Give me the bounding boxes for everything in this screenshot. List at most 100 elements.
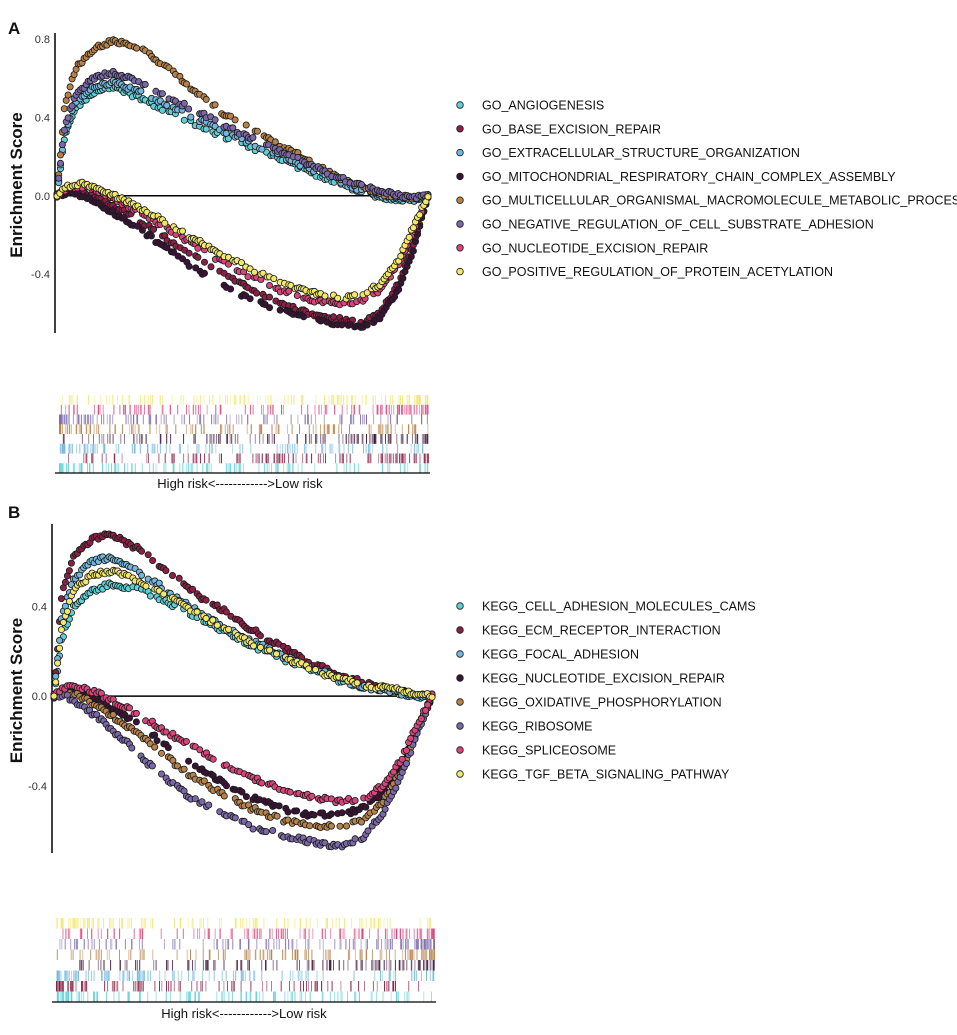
rug-tick (97, 424, 99, 435)
rug-tick (236, 918, 238, 929)
rug-tick (324, 443, 326, 454)
rug-tick (353, 414, 355, 425)
rug-tick (357, 463, 359, 474)
rug-tick (90, 424, 91, 435)
rug-tick (187, 918, 189, 929)
rug-tick (401, 939, 403, 950)
data-point (392, 784, 400, 792)
rug-tick (196, 981, 198, 992)
rug-tick (303, 981, 304, 992)
rug-tick (307, 414, 309, 425)
data-point (58, 141, 66, 149)
rug-tick (106, 949, 108, 960)
rug-tick (424, 434, 426, 444)
rug-tick (163, 939, 165, 950)
rug-tick (119, 404, 121, 415)
rug-tick (410, 443, 412, 454)
rug-tick (104, 970, 106, 981)
rug-tick (413, 443, 415, 454)
rug-tick (301, 395, 303, 405)
rug-tick (288, 939, 290, 950)
rug-tick (393, 970, 395, 981)
rug-tick (108, 949, 110, 960)
rug-tick (409, 949, 411, 960)
rug-tick (239, 463, 241, 474)
rug-tick (280, 981, 282, 992)
rug-tick (277, 424, 279, 435)
rug-tick (346, 404, 348, 415)
rug-tick (390, 991, 392, 1002)
rug-tick (324, 424, 326, 435)
data-point (311, 666, 319, 674)
rug-tick (226, 434, 228, 444)
rug-tick (370, 453, 372, 464)
rug-tick (68, 395, 70, 405)
rug-tick (72, 949, 74, 960)
rug-tick (297, 463, 299, 474)
rug-tick (331, 395, 332, 405)
rug-tick (138, 928, 140, 939)
rug-tick (291, 991, 293, 1002)
rug-tick (113, 453, 115, 464)
rug-tick (183, 414, 185, 425)
rug-tick (374, 960, 376, 971)
data-point (321, 292, 329, 300)
rug-tick (136, 414, 138, 425)
rug-tick (239, 453, 241, 464)
rug-tick (147, 404, 149, 415)
rug-tick (389, 939, 391, 950)
rug-tick (56, 981, 57, 992)
data-point (405, 233, 413, 241)
data-point (242, 793, 250, 801)
rug-tick (276, 414, 278, 425)
rug-tick (336, 463, 338, 474)
rug-tick (303, 928, 305, 939)
rug-tick (369, 434, 371, 444)
rug-tick (296, 949, 298, 960)
rug-tick (359, 918, 361, 929)
legend-label: KEGG_FOCAL_ADHESION (482, 648, 639, 662)
data-point (357, 818, 365, 826)
data-point (189, 585, 197, 593)
rug-tick (308, 949, 309, 960)
rug-tick (92, 414, 94, 425)
rug-tick (386, 928, 388, 939)
rug-tick (115, 939, 117, 950)
rug-tick (380, 970, 381, 981)
rug-tick (379, 960, 381, 971)
rug-tick (329, 960, 331, 971)
rug-tick (216, 939, 218, 950)
rug-tick (243, 463, 245, 474)
rug-tick (99, 404, 101, 415)
rug-tick (221, 424, 223, 435)
legend-marker (456, 626, 464, 634)
rug-tick (390, 939, 392, 950)
rug-tick (315, 443, 317, 454)
rug-tick (275, 928, 277, 939)
rug-tick (198, 404, 199, 415)
rug-tick (370, 991, 372, 1002)
rug-tick (211, 414, 213, 425)
rug-tick (245, 991, 247, 1002)
rug-tick (415, 939, 417, 950)
rug-tick (265, 960, 267, 971)
rug-tick (364, 981, 365, 992)
rug-tick (399, 395, 401, 405)
rug-tick (262, 434, 264, 444)
rug-tick (341, 453, 343, 464)
rug-tick (180, 395, 182, 405)
rug-tick (133, 928, 135, 939)
rug-tick (77, 918, 79, 929)
rug-tick (338, 434, 340, 444)
rug-tick (278, 424, 280, 435)
rug-tick (267, 434, 268, 444)
rug-tick (425, 949, 427, 960)
data-point (231, 814, 239, 822)
data-point (265, 304, 273, 312)
rug-tick (103, 414, 105, 425)
rug-tick (366, 939, 368, 950)
rug-tick (326, 404, 328, 415)
rug-tick (83, 453, 85, 464)
rug-tick (75, 424, 77, 435)
rug-tick (417, 434, 419, 444)
